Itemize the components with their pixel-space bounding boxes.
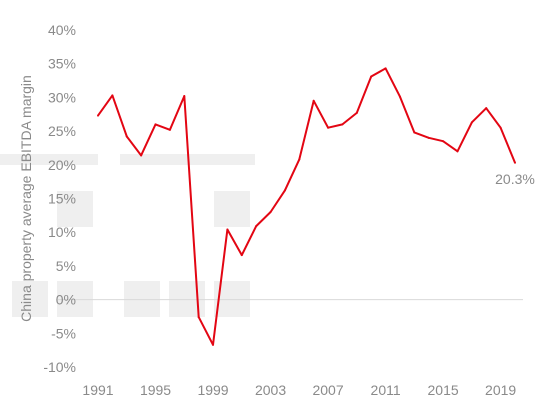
data-point [283, 189, 286, 192]
data-point [255, 225, 258, 228]
placeholder-block [57, 281, 93, 317]
data-point [355, 111, 358, 114]
data-point [168, 128, 171, 131]
data-point [212, 343, 215, 346]
data-point [485, 107, 488, 110]
data-point [154, 123, 157, 126]
y-tick-label: 20% [48, 157, 76, 173]
x-axis-tick-labels: 1991 1995 1999 2003 2007 2011 2015 2019 [82, 382, 516, 398]
x-tick-label: 2011 [371, 382, 401, 398]
placeholder-blocks [0, 154, 255, 317]
y-tick-label: 25% [48, 123, 76, 139]
y-tick-label: -5% [51, 325, 76, 341]
y-tick-label: 0% [56, 292, 76, 308]
data-point [398, 95, 401, 98]
data-point [427, 136, 430, 139]
x-tick-label: 2007 [312, 382, 343, 398]
data-point [384, 67, 387, 70]
y-tick-label: 30% [48, 89, 76, 105]
data-point [125, 135, 128, 138]
y-axis-tick-labels: 40% 35% 30% 25% 20% 15% 10% 5% 0% -5% -10% [43, 22, 76, 375]
data-point [140, 154, 143, 157]
data-point [226, 228, 229, 231]
placeholder-block [57, 191, 93, 227]
data-point [298, 158, 301, 161]
y-axis-label: China property average EBITDA margin [18, 75, 34, 322]
data-point [312, 99, 315, 102]
y-tick-label: -10% [43, 359, 76, 375]
x-tick-label: 2003 [255, 382, 286, 398]
placeholder-block [124, 281, 160, 317]
y-tick-label: 15% [48, 191, 76, 207]
data-point [269, 210, 272, 213]
end-value-label: 20.3% [495, 171, 535, 187]
series-line [97, 67, 516, 346]
data-point [327, 126, 330, 129]
x-tick-label: 2015 [428, 382, 459, 398]
y-tick-label: 10% [48, 224, 76, 240]
placeholder-block [0, 154, 98, 165]
data-point [240, 254, 243, 257]
x-tick-label: 1999 [197, 382, 228, 398]
data-point [413, 131, 416, 134]
data-point [183, 95, 186, 98]
placeholder-block [214, 191, 250, 227]
data-point [514, 161, 516, 164]
x-tick-label: 2019 [485, 382, 516, 398]
y-tick-label: 40% [48, 22, 76, 38]
data-point [456, 150, 459, 153]
data-point [442, 140, 445, 143]
data-point [197, 316, 200, 319]
data-point [370, 75, 373, 78]
data-point [499, 126, 502, 129]
y-tick-label: 5% [56, 258, 76, 274]
data-point [341, 123, 344, 126]
data-point [97, 114, 99, 117]
y-tick-label: 35% [48, 56, 76, 72]
placeholder-block [169, 281, 205, 317]
placeholder-block [12, 281, 48, 317]
x-tick-label: 1995 [140, 382, 171, 398]
data-point [111, 94, 114, 97]
x-tick-label: 1991 [82, 382, 113, 398]
series-points [97, 67, 516, 346]
data-point [470, 121, 473, 124]
